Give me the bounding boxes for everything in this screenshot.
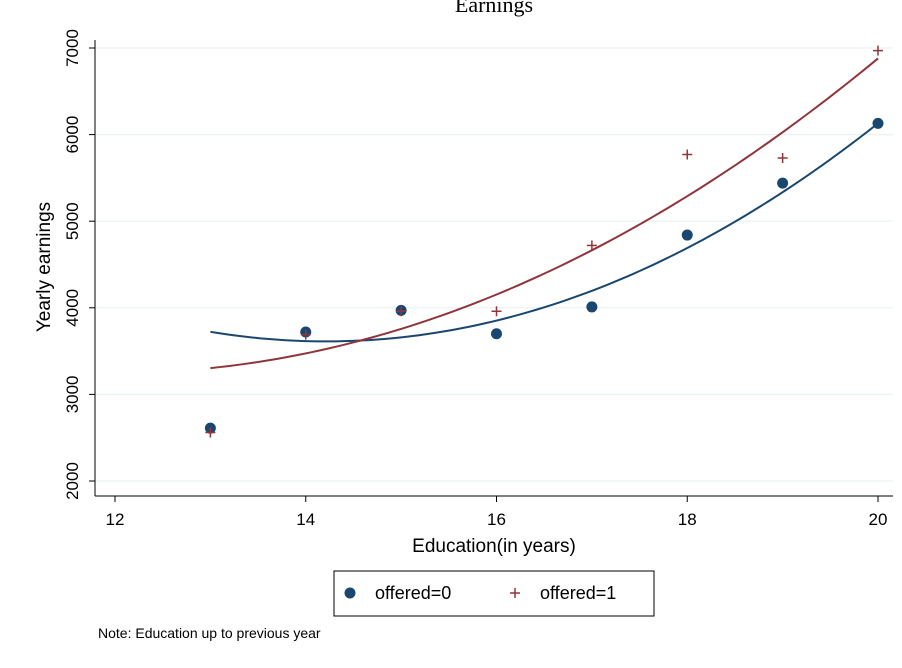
legend: offered=0 offered=1: [333, 570, 655, 617]
point-offered-1-13: [205, 427, 216, 438]
legend-marker-offered-1: [510, 588, 520, 598]
x-tick-label-20: 20: [869, 510, 888, 529]
x-tick-label-12: 12: [106, 510, 125, 529]
x-tick-label-14: 14: [296, 510, 315, 529]
legend-marker-offered-0: [344, 587, 356, 599]
point-offered-0-17: [586, 301, 598, 313]
fit-line-offered-0: [210, 122, 879, 343]
legend-label-offered-0: offered=0: [375, 583, 451, 603]
x-tick-label-18: 18: [678, 510, 697, 529]
chart-title: Earnings: [455, 0, 533, 17]
grid: [95, 47, 893, 482]
chart-note: Note: Education up to previous year: [98, 625, 321, 641]
x-axis-label: Education(in years): [412, 536, 576, 557]
point-offered-1-17: [586, 240, 597, 251]
data-points: [204, 45, 884, 438]
y-tick-label-5000: 5000: [63, 202, 82, 240]
point-offered-1-16: [491, 306, 502, 317]
legend-label-offered-1: offered=1: [540, 583, 616, 603]
x-tick-label-16: 16: [487, 510, 506, 529]
point-offered-0-16: [491, 328, 502, 340]
point-offered-1-19: [777, 152, 788, 163]
point-offered-0-20: [872, 117, 884, 129]
point-offered-1-18: [682, 149, 693, 160]
y-tick-label-6000: 6000: [63, 116, 82, 154]
fit-lines: [210, 57, 879, 370]
point-offered-1-14: [300, 329, 311, 340]
y-tick-label-3000: 3000: [63, 375, 82, 413]
fit-line-offered-1: [210, 57, 879, 370]
point-offered-1-15: [396, 306, 407, 317]
y-axis-label: Yearly earnings: [34, 202, 55, 332]
ticks: 2000 3000 4000 5000 6000 7000 12 14 16 18 20: [63, 29, 887, 529]
point-offered-1-20: [873, 45, 883, 56]
legend-box: [333, 570, 655, 617]
axes: [94, 40, 893, 497]
y-tick-label-2000: 2000: [63, 462, 82, 500]
point-offered-0-19: [777, 177, 789, 189]
plot-background: [95, 8, 893, 496]
y-tick-label-7000: 7000: [63, 29, 82, 67]
y-tick-label-4000: 4000: [63, 289, 82, 327]
point-offered-0-18: [681, 229, 693, 241]
